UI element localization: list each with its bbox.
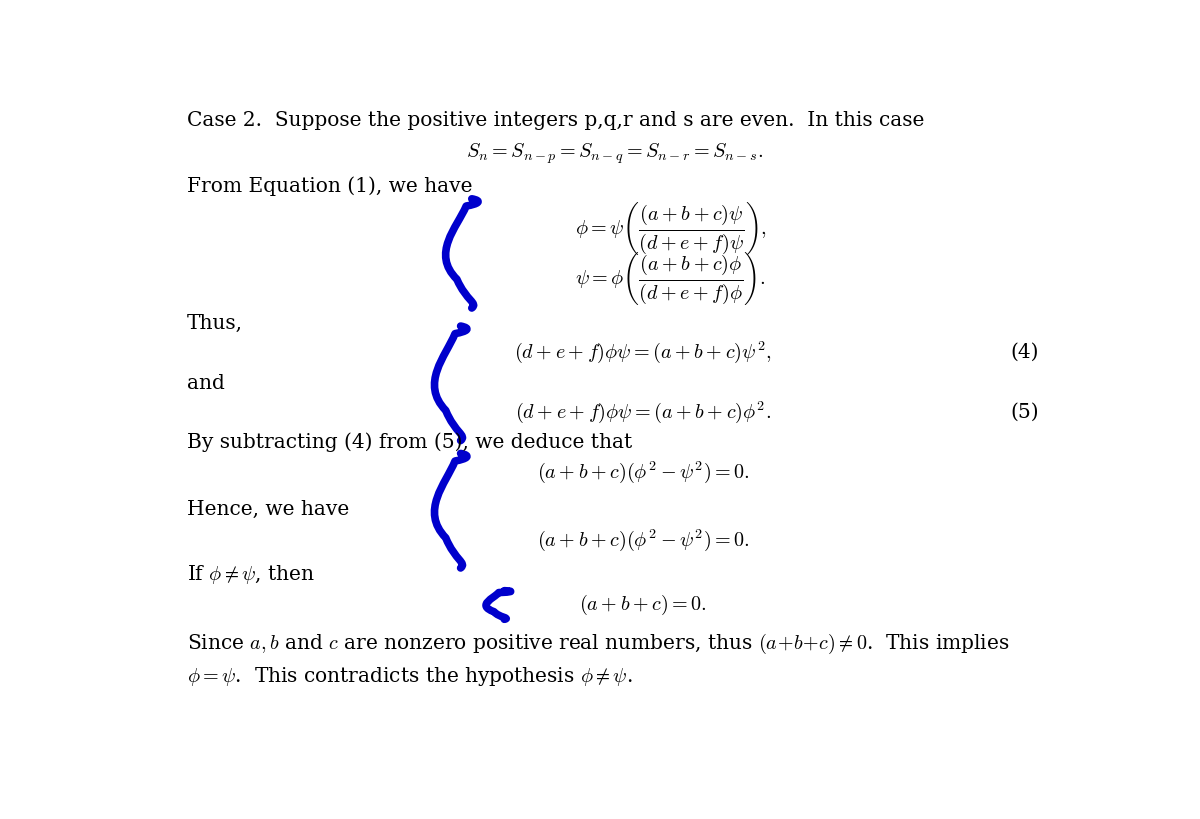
Text: Hence, we have: Hence, we have — [187, 500, 349, 519]
Text: $(a+b+c)(\phi^2 - \psi^2) = 0.$: $(a+b+c)(\phi^2 - \psi^2) = 0.$ — [536, 459, 749, 485]
Text: $\psi = \phi\left(\dfrac{(a+b+c)\phi}{(d+e+f)\phi}\right).$: $\psi = \phi\left(\dfrac{(a+b+c)\phi}{(d… — [576, 250, 766, 307]
Text: By subtracting (4) from (5), we deduce that: By subtracting (4) from (5), we deduce t… — [187, 432, 632, 452]
Text: Since $a, b$ and $c$ are nonzero positive real numbers, thus $(a\!+\!b\!+\!c) \n: Since $a, b$ and $c$ are nonzero positiv… — [187, 631, 1009, 656]
Text: $(a+b+c) = 0.$: $(a+b+c) = 0.$ — [578, 593, 707, 617]
Text: If $\phi \neq \psi$, then: If $\phi \neq \psi$, then — [187, 563, 316, 586]
Text: From Equation (1), we have: From Equation (1), we have — [187, 177, 473, 197]
Text: Case 2.  Suppose the positive integers p,q,r and s are even.  In this case: Case 2. Suppose the positive integers p,… — [187, 111, 924, 130]
Text: (4): (4) — [1010, 343, 1038, 362]
Text: Thus,: Thus, — [187, 314, 244, 333]
Text: $(a+b+c)(\phi^2 - \psi^2) = 0.$: $(a+b+c)(\phi^2 - \psi^2) = 0.$ — [536, 527, 749, 553]
Text: $(d+e+f)\phi\psi = (a+b+c)\phi^2.$: $(d+e+f)\phi\psi = (a+b+c)\phi^2.$ — [515, 400, 772, 425]
Text: $\phi = \psi\left(\dfrac{(a+b+c)\psi}{(d+e+f)\psi}\right),$: $\phi = \psi\left(\dfrac{(a+b+c)\psi}{(d… — [575, 201, 767, 257]
Text: $S_n = S_{n-p} = S_{n-q} = S_{n-r} = S_{n-s}.$: $S_n = S_{n-p} = S_{n-q} = S_{n-r} = S_{… — [467, 142, 763, 166]
Text: $\phi = \psi$.  This contradicts the hypothesis $\phi \neq \psi$.: $\phi = \psi$. This contradicts the hypo… — [187, 665, 632, 688]
Text: $(d+e+f)\phi\psi = (a+b+c)\psi^2,$: $(d+e+f)\phi\psi = (a+b+c)\psi^2,$ — [514, 340, 772, 365]
Text: and: and — [187, 373, 226, 393]
Text: (5): (5) — [1010, 403, 1038, 422]
